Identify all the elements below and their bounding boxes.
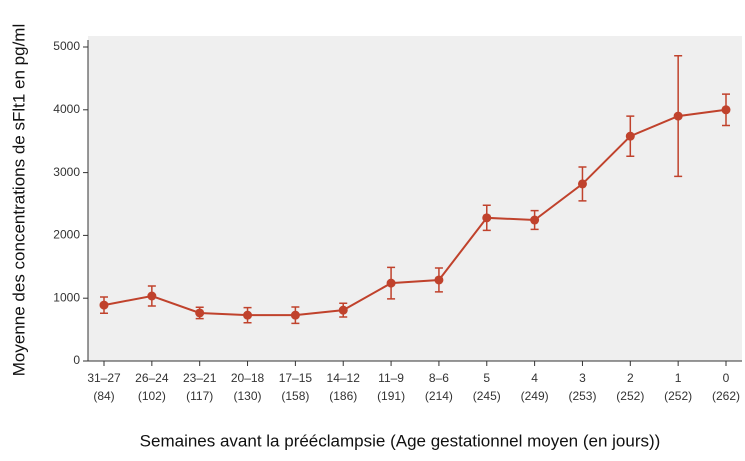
x-tick-sublabel: (252) <box>664 389 692 403</box>
data-point <box>338 305 348 315</box>
data-point <box>625 131 635 141</box>
x-tick-label: 1 <box>675 371 682 385</box>
x-tick-label: 11–9 <box>378 371 404 385</box>
data-point <box>482 213 492 223</box>
data-point <box>195 308 205 318</box>
data-point <box>290 310 300 320</box>
data-point <box>434 275 444 285</box>
x-tick-sublabel: (253) <box>568 389 596 403</box>
x-tick-sublabel: (245) <box>473 389 501 403</box>
x-tick-sublabel: (249) <box>521 389 549 403</box>
series-line <box>103 108 727 317</box>
x-tick-label: 0 <box>723 371 730 385</box>
x-tick-sublabel: (158) <box>281 389 309 403</box>
data-point <box>147 291 157 301</box>
plot-background <box>88 36 742 361</box>
x-tick-label: 26–24 <box>135 371 169 385</box>
x-tick-sublabel: (102) <box>138 389 166 403</box>
data-point <box>243 310 253 320</box>
data-point <box>721 105 731 115</box>
x-tick-sublabel: (262) <box>712 389 740 403</box>
y-tick-label: 3000 <box>53 165 80 179</box>
y-tick-label: 0 <box>73 353 80 367</box>
x-tick-sublabel: (191) <box>377 389 405 403</box>
data-point <box>99 300 109 310</box>
y-tick-label: 1000 <box>53 290 80 304</box>
x-tick-label: 17–15 <box>279 371 313 385</box>
x-tick-label: 2 <box>627 371 634 385</box>
x-tick-label: 31–27 <box>87 371 121 385</box>
y-tick-label: 5000 <box>53 39 80 53</box>
x-tick-sublabel: (117) <box>186 389 213 403</box>
x-tick-sublabel: (214) <box>425 389 453 403</box>
x-tick-label: 14–12 <box>327 371 361 385</box>
x-tick-label: 8–6 <box>429 371 449 385</box>
x-tick-sublabel: (186) <box>329 389 357 403</box>
y-tick-label: 4000 <box>53 102 80 116</box>
data-point <box>386 278 396 288</box>
y-tick-label: 2000 <box>53 228 80 242</box>
x-tick-sublabel: (84) <box>93 389 114 403</box>
x-tick-label: 20–18 <box>231 371 265 385</box>
x-tick-sublabel: (252) <box>616 389 644 403</box>
x-axis-title: Semaines avant la prééclampsie (Age gest… <box>140 431 661 450</box>
y-axis-title: Moyenne des concentrations de sFlt1 en p… <box>9 24 28 376</box>
x-tick-label: 4 <box>531 371 538 385</box>
data-point <box>530 215 540 225</box>
data-point <box>673 111 683 121</box>
data-point <box>577 179 587 189</box>
x-tick-sublabel: (130) <box>234 389 262 403</box>
x-tick-label: 5 <box>483 371 490 385</box>
x-tick-label: 23–21 <box>183 371 217 385</box>
x-tick-label: 3 <box>579 371 586 385</box>
